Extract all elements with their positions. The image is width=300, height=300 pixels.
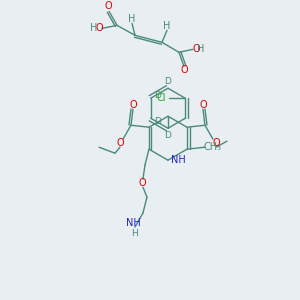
- Text: H: H: [163, 21, 171, 31]
- Text: O: O: [212, 138, 220, 148]
- Text: O: O: [180, 65, 188, 75]
- Text: O: O: [104, 2, 112, 11]
- Text: O: O: [199, 100, 207, 110]
- Text: NH: NH: [171, 155, 185, 165]
- Text: O: O: [138, 178, 146, 188]
- Text: H: H: [132, 229, 138, 238]
- Text: NH: NH: [126, 218, 140, 228]
- Text: O: O: [116, 138, 124, 148]
- Text: CH₃: CH₃: [204, 142, 222, 152]
- Text: O: O: [129, 100, 137, 110]
- Text: H: H: [128, 14, 136, 24]
- Text: H: H: [90, 23, 98, 33]
- Text: Cl: Cl: [157, 93, 166, 103]
- Text: H: H: [197, 44, 205, 54]
- Text: D: D: [164, 131, 171, 140]
- Text: D: D: [154, 117, 161, 126]
- Text: O: O: [95, 23, 103, 33]
- Text: O: O: [192, 44, 200, 54]
- Text: D: D: [154, 91, 161, 100]
- Text: D: D: [164, 77, 171, 86]
